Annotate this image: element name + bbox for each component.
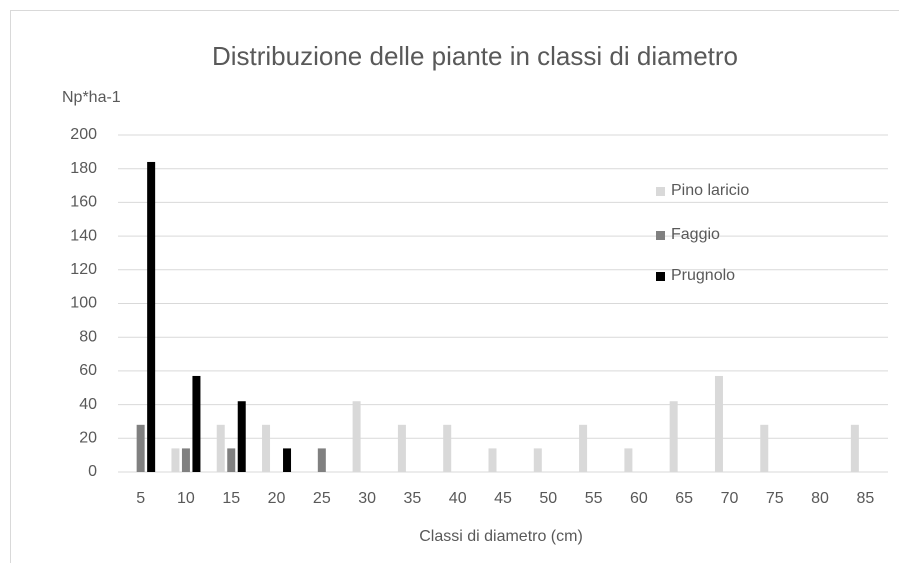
chart-border bbox=[10, 10, 899, 563]
bar bbox=[317, 448, 326, 472]
y-tick-label: 140 bbox=[70, 227, 97, 244]
x-tick-label: 75 bbox=[766, 490, 784, 507]
x-tick-label: 15 bbox=[222, 490, 240, 507]
y-tick-label: 100 bbox=[70, 295, 97, 312]
legend-label: Prugnolo bbox=[671, 267, 735, 284]
x-tick-label: 25 bbox=[313, 490, 331, 507]
bar bbox=[192, 375, 201, 472]
x-axis-title: Classi di diametro (cm) bbox=[419, 528, 583, 545]
bar bbox=[669, 401, 678, 472]
bar bbox=[262, 424, 271, 472]
x-tick-label: 30 bbox=[358, 490, 376, 507]
legend-label: Pino laricio bbox=[671, 182, 749, 199]
legend-swatch bbox=[656, 231, 665, 240]
x-tick-label: 20 bbox=[268, 490, 286, 507]
y-axis-title: Np*ha-1 bbox=[62, 89, 121, 106]
y-tick-label: 180 bbox=[70, 160, 97, 177]
bar bbox=[171, 448, 180, 472]
x-tick-label: 50 bbox=[539, 490, 557, 507]
bar bbox=[850, 424, 859, 472]
bar bbox=[397, 424, 406, 472]
x-tick-label: 70 bbox=[721, 490, 739, 507]
y-tick-label: 0 bbox=[88, 463, 97, 480]
bar bbox=[136, 424, 145, 472]
x-tick-label: 45 bbox=[494, 490, 512, 507]
x-tick-label: 35 bbox=[404, 490, 422, 507]
bar bbox=[181, 448, 190, 472]
y-tick-label: 120 bbox=[70, 261, 97, 278]
bar bbox=[488, 448, 497, 472]
bar bbox=[579, 424, 588, 472]
x-tick-label: 85 bbox=[856, 490, 874, 507]
legend-swatch bbox=[656, 187, 665, 196]
bar bbox=[283, 448, 292, 472]
bar bbox=[443, 424, 452, 472]
x-tick-label: 80 bbox=[811, 490, 829, 507]
bar bbox=[624, 448, 633, 472]
y-tick-label: 40 bbox=[79, 396, 97, 413]
bar bbox=[237, 401, 246, 472]
bar bbox=[533, 448, 542, 472]
y-tick-label: 20 bbox=[79, 430, 97, 447]
bar bbox=[147, 161, 156, 472]
y-tick-label: 200 bbox=[70, 126, 97, 143]
legend-swatch bbox=[656, 272, 665, 281]
x-tick-label: 5 bbox=[136, 490, 145, 507]
bar bbox=[714, 375, 723, 472]
bar bbox=[216, 424, 225, 472]
x-tick-label: 10 bbox=[177, 490, 195, 507]
x-tick-label: 55 bbox=[585, 490, 603, 507]
bar bbox=[760, 424, 769, 472]
y-tick-label: 160 bbox=[70, 194, 97, 211]
y-tick-label: 60 bbox=[79, 362, 97, 379]
bar bbox=[227, 448, 236, 472]
x-tick-label: 40 bbox=[449, 490, 467, 507]
legend-label: Faggio bbox=[671, 226, 720, 243]
x-tick-label: 65 bbox=[675, 490, 693, 507]
chart-title: Distribuzione delle piante in classi di … bbox=[212, 41, 738, 71]
x-tick-label: 60 bbox=[630, 490, 648, 507]
y-tick-label: 80 bbox=[79, 328, 97, 345]
bar bbox=[352, 401, 361, 472]
